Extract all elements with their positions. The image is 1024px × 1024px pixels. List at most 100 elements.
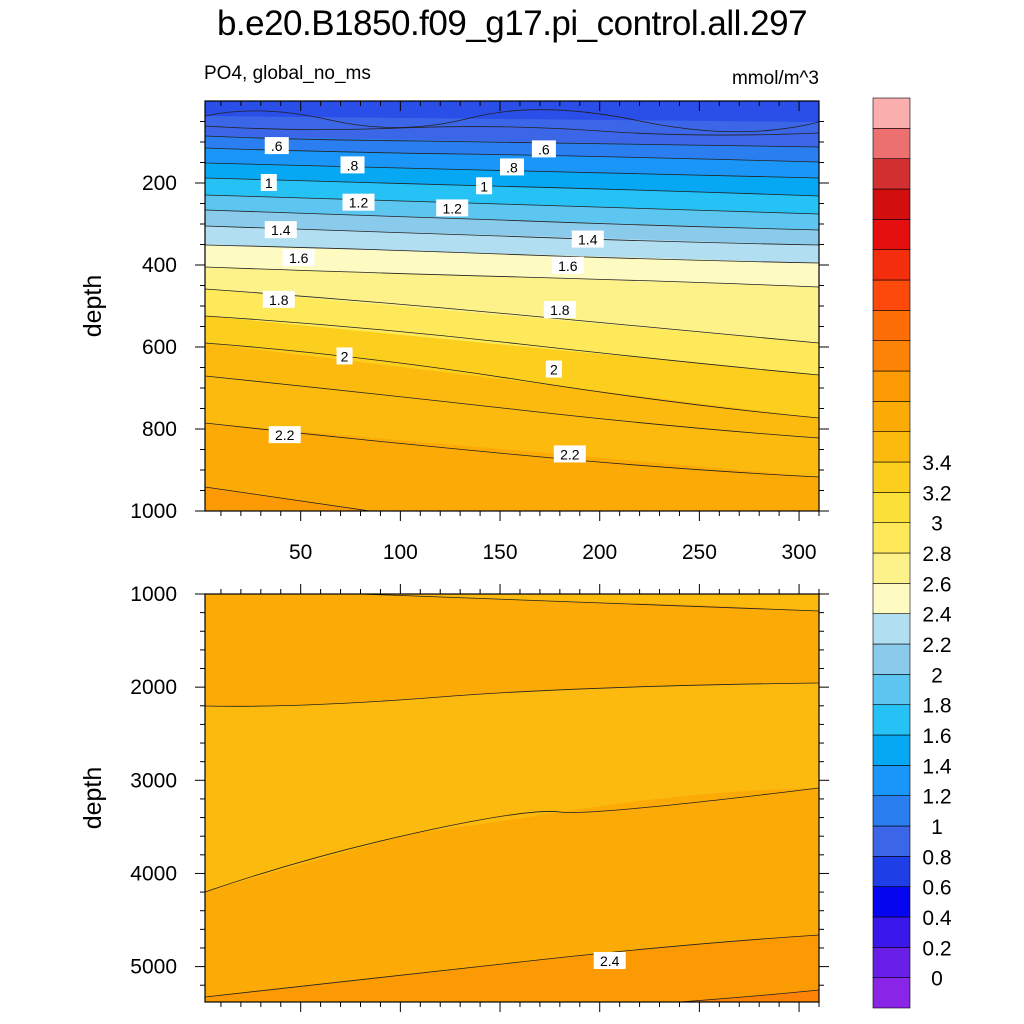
colorbar-swatch [872,158,911,190]
variable-label: PO4, global_no_ms [204,63,371,84]
colorbar-swatch [872,613,911,645]
upper-ylabel: depth [79,275,107,338]
colorbar-swatch [872,916,911,948]
contour-line [205,244,819,264]
contour-label: 2 [550,362,558,378]
contour-label-box [264,221,297,239]
colorbar-label: 0.4 [922,907,952,930]
y-tick-label: 3000 [130,769,177,792]
contour-line [205,125,819,136]
colorbar-swatch [872,856,911,887]
y-tick-label: 600 [142,336,177,359]
colorbar-swatch [872,704,911,736]
colorbar-swatch [872,431,911,463]
y-tick-label: 800 [142,418,177,441]
x-tick-label: 300 [782,541,817,564]
contour-label-box [476,177,493,195]
colorbar-swatch [872,461,911,493]
colorbar-label: 2.2 [922,634,951,657]
contour-label-box [543,301,576,319]
units-label: mmol/m^3 [731,68,819,89]
colorbar-label: 0.6 [922,877,951,900]
contour-line [205,682,819,707]
colorbar-label: 2.8 [922,543,951,566]
colorbar-swatch [872,674,911,705]
contour-label-box [545,360,562,378]
contour-label-box [260,174,277,191]
colorbar-label: 1 [931,816,943,839]
contour-label: 1 [265,175,273,191]
contour-label: 1.4 [271,222,291,238]
colorbar-swatch [872,977,911,1009]
contour-label: 1.2 [442,200,462,216]
contour-label-box [340,156,365,174]
y-tick-label: 400 [142,254,177,277]
contour-label-box [262,290,295,308]
contour-label-box [282,249,315,267]
contour-line [205,288,819,344]
colorbar-label: 0 [931,968,943,991]
colorbar-label: 3.2 [922,482,951,505]
colorbar-swatch [872,401,911,432]
contour-line [205,375,819,439]
colorbar-swatch [872,97,911,129]
contour-line [205,194,819,215]
contour-line [205,787,819,893]
colorbar-label: 1.2 [922,786,951,809]
colorbar-swatch [872,279,911,311]
contour-label: 2.4 [600,953,620,969]
contour-line [205,934,819,998]
x-tick-label: 100 [383,541,418,564]
y-tick-label: 4000 [130,862,177,885]
lower-ylabel: depth [79,767,107,830]
colorbar-swatch [872,128,911,159]
colorbar-label: 2 [931,664,943,687]
colorbar-swatch [872,219,911,250]
colorbar-swatch [872,340,911,372]
colorbar-label: 2.6 [922,573,951,596]
main-title: b.e20.B1850.f09_g17.pi_control.all.297 [216,4,808,43]
colorbar-label: 1.6 [922,725,951,748]
lower-panel-plot [205,594,819,1002]
x-tick-label: 150 [483,541,518,564]
contour-label-box [571,230,604,248]
contour-line [205,266,819,288]
y-tick-label: 1000 [130,500,177,523]
contour-line [205,422,819,478]
contour-label-box [551,256,584,274]
colorbar-swatch [872,886,911,918]
colorbar-label: 2.4 [922,604,952,627]
colorbar: 3.4 3.2 3 2.8 2.6 2.4 2.2 2 1.8 1.6 1.4 1.2 1 0.8 0.6 0… [872,97,952,1009]
colorbar-label: 0.8 [922,846,951,869]
contour-label-box [531,140,556,158]
y-tick-label: 200 [142,172,177,195]
contour-line [205,315,819,376]
colorbar-swatch [872,310,911,341]
y-tick-label: 1000 [130,583,177,606]
contour-label-box [500,158,524,176]
contour-label-box [553,445,586,463]
contour-line [205,342,819,419]
colorbar-swatch [872,643,911,675]
band-fill [205,683,819,892]
contour-label-box [264,137,289,155]
contour-label: 1.4 [578,232,598,248]
contour-line [205,486,371,511]
contour-label: 1 [480,178,488,194]
colorbar-swatch [872,370,911,402]
contour-label-box [336,347,353,365]
band-fill [680,990,819,1002]
colorbar-swatch [872,492,911,523]
contour-label: 2.2 [275,427,295,443]
colorbar-label: 1.4 [922,755,952,778]
colorbar-swatch [872,765,911,796]
colorbar-swatch [872,188,911,220]
band-fill [205,935,819,1002]
contour-label: 1.8 [550,302,570,318]
colorbar-swatch [872,552,911,584]
contour-label: 1.6 [558,258,578,274]
contour-label-box [436,199,469,217]
y-tick-label: 2000 [130,676,177,699]
contour-label: .8 [347,157,359,173]
